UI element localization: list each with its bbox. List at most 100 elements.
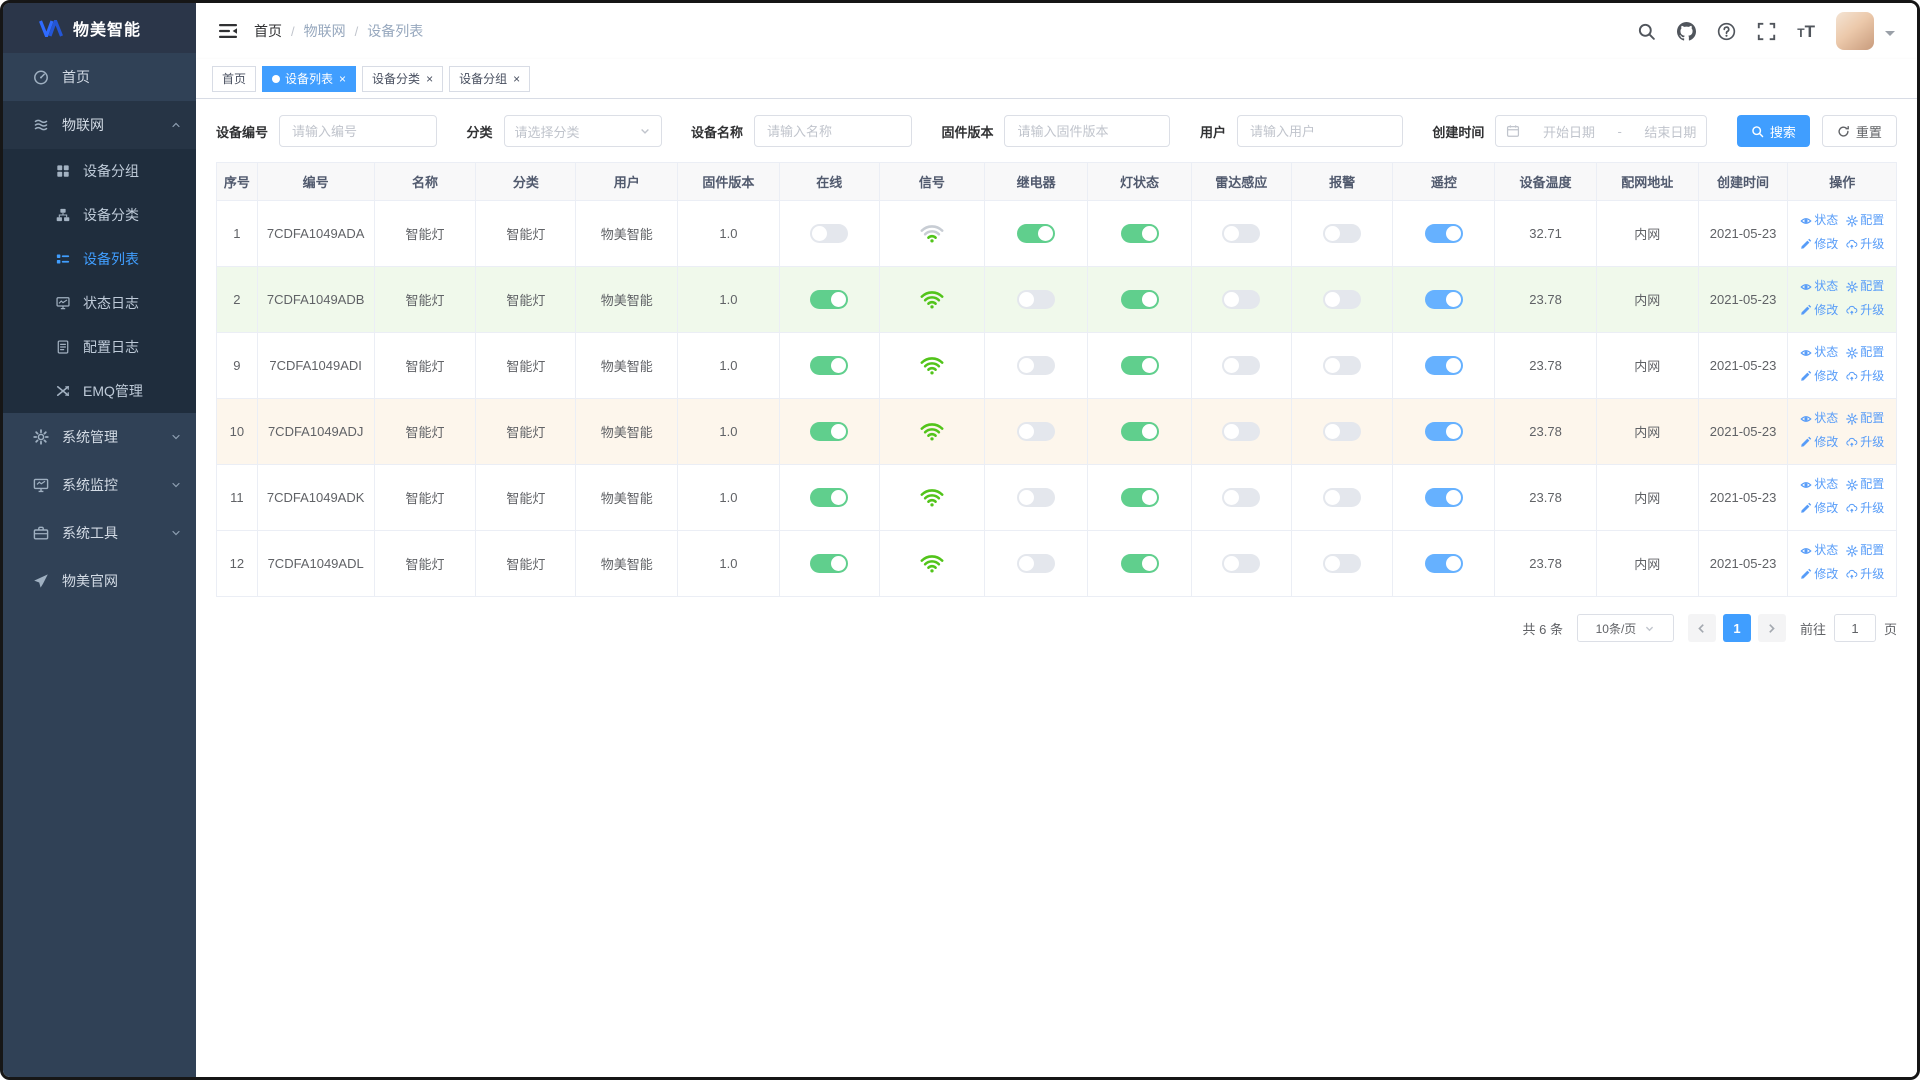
- alarm-toggle[interactable]: [1323, 290, 1362, 309]
- config-link[interactable]: 配置: [1846, 210, 1884, 231]
- config-link[interactable]: 配置: [1846, 540, 1884, 561]
- alarm-toggle[interactable]: [1323, 554, 1362, 573]
- relay-toggle[interactable]: [1017, 356, 1056, 375]
- close-icon[interactable]: ×: [339, 71, 347, 86]
- relay-toggle[interactable]: [1017, 422, 1056, 441]
- radar-toggle[interactable]: [1222, 488, 1261, 507]
- edit-link[interactable]: 修改: [1800, 234, 1838, 255]
- online-toggle[interactable]: [810, 554, 849, 573]
- user-input[interactable]: [1236, 115, 1403, 147]
- sidebar-item-device-group[interactable]: 设备分组: [3, 149, 196, 193]
- breadcrumb-item[interactable]: 首页: [254, 23, 282, 39]
- prev-page-button[interactable]: [1687, 614, 1716, 642]
- radar-toggle[interactable]: [1222, 290, 1261, 309]
- tab-device-group[interactable]: 设备分组 ×: [449, 65, 531, 92]
- tab-home[interactable]: 首页: [212, 65, 257, 92]
- light-toggle[interactable]: [1120, 554, 1159, 573]
- online-toggle[interactable]: [810, 488, 849, 507]
- page-size-select[interactable]: 10条/页: [1576, 614, 1674, 642]
- relay-toggle[interactable]: [1017, 290, 1056, 309]
- tab-device-list[interactable]: 设备列表 ×: [262, 65, 357, 92]
- radar-toggle[interactable]: [1222, 356, 1261, 375]
- upgrade-link[interactable]: 升级: [1846, 432, 1884, 453]
- status-link[interactable]: 状态: [1800, 408, 1838, 429]
- remote-toggle[interactable]: [1424, 290, 1463, 309]
- status-link[interactable]: 状态: [1800, 210, 1838, 231]
- next-page-button[interactable]: [1757, 614, 1786, 642]
- sidebar-item-system-tools[interactable]: 系统工具: [3, 509, 196, 557]
- alarm-toggle[interactable]: [1323, 224, 1362, 243]
- edit-link[interactable]: 修改: [1800, 366, 1838, 387]
- light-toggle[interactable]: [1120, 224, 1159, 243]
- config-link[interactable]: 配置: [1846, 276, 1884, 297]
- breadcrumb-item[interactable]: 物联网: [303, 23, 346, 39]
- remote-toggle[interactable]: [1424, 554, 1463, 573]
- light-toggle[interactable]: [1120, 488, 1159, 507]
- sidebar-item-system-monitor[interactable]: 系统监控: [3, 461, 196, 509]
- current-page-button[interactable]: 1: [1722, 614, 1751, 642]
- upgrade-link[interactable]: 升级: [1846, 234, 1884, 255]
- status-link[interactable]: 状态: [1800, 540, 1838, 561]
- config-link[interactable]: 配置: [1846, 474, 1884, 495]
- alarm-toggle[interactable]: [1323, 356, 1362, 375]
- remote-toggle[interactable]: [1424, 422, 1463, 441]
- search-button[interactable]: 搜索: [1736, 115, 1810, 147]
- light-toggle[interactable]: [1120, 422, 1159, 441]
- brand-logo[interactable]: 物美智能: [3, 3, 196, 53]
- relay-toggle[interactable]: [1017, 224, 1056, 243]
- config-link[interactable]: 配置: [1846, 408, 1884, 429]
- avatar[interactable]: [1836, 12, 1874, 50]
- edit-link[interactable]: 修改: [1800, 300, 1838, 321]
- close-icon[interactable]: ×: [513, 71, 521, 86]
- sidebar-item-device-list[interactable]: 设备列表: [3, 237, 196, 281]
- status-link[interactable]: 状态: [1800, 276, 1838, 297]
- firmware-input[interactable]: [1004, 115, 1171, 147]
- edit-link[interactable]: 修改: [1800, 564, 1838, 585]
- category-select[interactable]: 请选择分类: [503, 115, 662, 147]
- light-toggle[interactable]: [1120, 290, 1159, 309]
- config-link[interactable]: 配置: [1846, 342, 1884, 363]
- sidebar-item-emq[interactable]: EMQ管理: [3, 369, 196, 413]
- upgrade-link[interactable]: 升级: [1846, 300, 1884, 321]
- upgrade-link[interactable]: 升级: [1846, 498, 1884, 519]
- online-toggle[interactable]: [810, 290, 849, 309]
- sidebar-item-home[interactable]: 首页: [3, 53, 196, 101]
- online-toggle[interactable]: [810, 356, 849, 375]
- device-code-input[interactable]: [279, 115, 438, 147]
- relay-toggle[interactable]: [1017, 488, 1056, 507]
- sidebar-item-official-site[interactable]: 物美官网: [3, 557, 196, 605]
- close-icon[interactable]: ×: [426, 71, 434, 86]
- alarm-toggle[interactable]: [1323, 422, 1362, 441]
- upgrade-link[interactable]: 升级: [1846, 564, 1884, 585]
- sidebar-item-iot[interactable]: 物联网: [3, 101, 196, 149]
- relay-toggle[interactable]: [1017, 554, 1056, 573]
- light-toggle[interactable]: [1120, 356, 1159, 375]
- upgrade-link[interactable]: 升级: [1846, 366, 1884, 387]
- sidebar-item-config-log[interactable]: 配置日志: [3, 325, 196, 369]
- goto-page-input[interactable]: [1833, 614, 1876, 642]
- status-link[interactable]: 状态: [1800, 474, 1838, 495]
- sidebar-item-status-log[interactable]: 状态日志: [3, 281, 196, 325]
- search-icon[interactable]: [1637, 22, 1656, 41]
- date-range-picker[interactable]: 开始日期 - 结束日期: [1495, 115, 1708, 147]
- reset-button[interactable]: 重置: [1821, 115, 1897, 147]
- online-toggle[interactable]: [810, 224, 849, 243]
- github-icon[interactable]: [1677, 21, 1697, 41]
- remote-toggle[interactable]: [1424, 224, 1463, 243]
- font-size-icon[interactable]: TT: [1797, 21, 1815, 41]
- edit-link[interactable]: 修改: [1800, 432, 1838, 453]
- radar-toggle[interactable]: [1222, 422, 1261, 441]
- tab-device-category[interactable]: 设备分类 ×: [362, 65, 444, 92]
- alarm-toggle[interactable]: [1323, 488, 1362, 507]
- remote-toggle[interactable]: [1424, 356, 1463, 375]
- sidebar-fold-icon[interactable]: [218, 22, 238, 40]
- device-name-input[interactable]: [753, 115, 912, 147]
- radar-toggle[interactable]: [1222, 554, 1261, 573]
- status-link[interactable]: 状态: [1800, 342, 1838, 363]
- online-toggle[interactable]: [810, 422, 849, 441]
- radar-toggle[interactable]: [1222, 224, 1261, 243]
- edit-link[interactable]: 修改: [1800, 498, 1838, 519]
- question-icon[interactable]: [1717, 22, 1736, 41]
- remote-toggle[interactable]: [1424, 488, 1463, 507]
- fullscreen-icon[interactable]: [1757, 22, 1776, 41]
